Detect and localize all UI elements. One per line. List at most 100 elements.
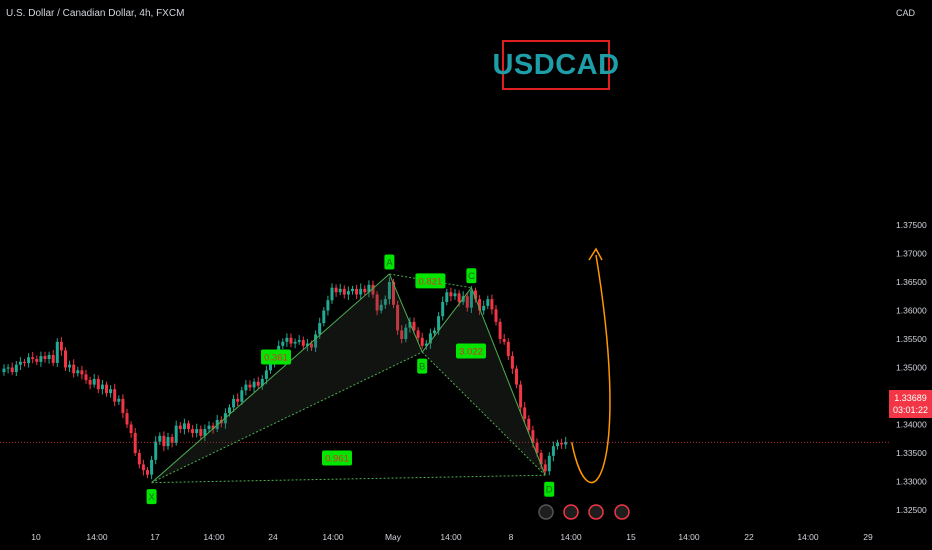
candle-body — [297, 340, 301, 342]
candle-body — [363, 288, 367, 293]
candle-body — [449, 292, 453, 297]
candle-body — [252, 381, 256, 388]
pattern-leg — [388, 273, 423, 353]
candle-body — [346, 291, 350, 295]
candle-body — [359, 288, 363, 295]
y-tick-label: 1.35500 — [896, 334, 927, 344]
candle-body — [285, 337, 289, 342]
candle-body — [117, 398, 121, 402]
point-label-x-bg — [146, 489, 157, 505]
candle-body — [207, 425, 211, 430]
us-flag-icon — [588, 504, 604, 520]
lightning-icon — [538, 504, 554, 520]
candle-body — [182, 423, 186, 430]
candle-body — [543, 464, 547, 472]
point-label-c-bg — [466, 268, 477, 284]
candle-body — [39, 356, 43, 362]
candle-body — [375, 294, 379, 311]
candle-body — [14, 364, 18, 373]
y-tick-label: 1.35000 — [896, 363, 927, 373]
currency-label: CAD — [896, 8, 916, 18]
candle-body — [351, 288, 354, 292]
candle-body — [2, 368, 6, 373]
candle-body — [379, 304, 383, 311]
candle-body — [318, 323, 322, 335]
point-label-x: X — [148, 492, 155, 503]
pattern-fill-xab — [151, 274, 423, 483]
candle-body — [342, 288, 346, 295]
candle-body — [84, 374, 88, 381]
ratio-label: 0.821 — [419, 276, 443, 287]
candle-body — [228, 407, 231, 414]
candle-body — [76, 370, 80, 374]
candle-body — [146, 470, 149, 475]
candle-body — [408, 321, 412, 328]
projection-curve — [570, 254, 611, 484]
candle-body — [100, 384, 104, 390]
y-tick-label: 1.36500 — [896, 277, 927, 287]
candle-body — [305, 343, 309, 346]
candle-body — [437, 316, 441, 331]
candle-body — [178, 425, 182, 430]
candle-body — [400, 330, 404, 339]
candle-body — [27, 357, 31, 363]
pattern-leg — [421, 287, 472, 353]
candle-body — [199, 429, 203, 436]
candle-body — [269, 362, 272, 371]
ratio-label-bg — [415, 273, 446, 289]
candle-body — [469, 290, 473, 308]
point-label-a-bg — [384, 254, 395, 270]
candle-body — [203, 429, 207, 436]
candle-body — [92, 378, 96, 385]
projection-arrowhead — [588, 247, 603, 261]
candle-body — [330, 287, 334, 301]
y-tick-label: 1.37500 — [896, 220, 927, 230]
candle-body — [420, 337, 424, 346]
pattern-fill-bcd — [422, 287, 546, 476]
candle-body — [96, 378, 100, 390]
candle-body — [457, 293, 461, 302]
candle-body — [10, 367, 14, 373]
candle-body — [498, 321, 502, 339]
candle-body — [187, 423, 190, 430]
candle-body — [240, 390, 244, 402]
candle-body — [23, 361, 26, 363]
candle-body — [150, 459, 154, 475]
candle-body — [355, 288, 359, 295]
y-tick-label: 1.37000 — [896, 249, 927, 259]
candle-body — [80, 370, 84, 375]
candle-body — [441, 301, 445, 317]
candle-body — [506, 341, 510, 357]
candle-body — [59, 341, 63, 351]
candle-body — [527, 418, 531, 431]
y-tick-label: 1.32500 — [896, 505, 927, 515]
pattern-leg — [470, 287, 546, 476]
candle-body — [404, 327, 408, 339]
ratio-label: 3.022 — [459, 347, 483, 358]
candle-body — [564, 442, 568, 445]
y-tick-label: 1.36000 — [896, 306, 927, 316]
pattern-ratio-line — [151, 474, 546, 484]
candle-body — [47, 354, 51, 359]
x-tick-label: 29 — [863, 532, 873, 542]
candle-body — [428, 333, 432, 344]
point-label-a: A — [386, 258, 393, 269]
candle-body — [137, 453, 141, 465]
candle-body — [314, 334, 318, 348]
x-tick-label: 8 — [509, 532, 514, 542]
candle-body — [547, 455, 551, 472]
candle-body — [310, 343, 313, 348]
harmonic-pattern — [151, 247, 611, 484]
x-tick-label: 14:00 — [440, 532, 462, 542]
y-tick-label: 1.33500 — [896, 448, 927, 458]
candle-body — [170, 437, 174, 443]
candle-body — [264, 370, 268, 379]
candle-body — [72, 364, 76, 374]
x-tick-label: 14:00 — [560, 532, 582, 542]
candle-body — [6, 367, 10, 369]
bar-countdown: 03:01:22 — [892, 405, 929, 415]
point-label-c: C — [468, 271, 475, 282]
x-tick-label: 15 — [626, 532, 636, 542]
candle-body — [490, 299, 494, 310]
